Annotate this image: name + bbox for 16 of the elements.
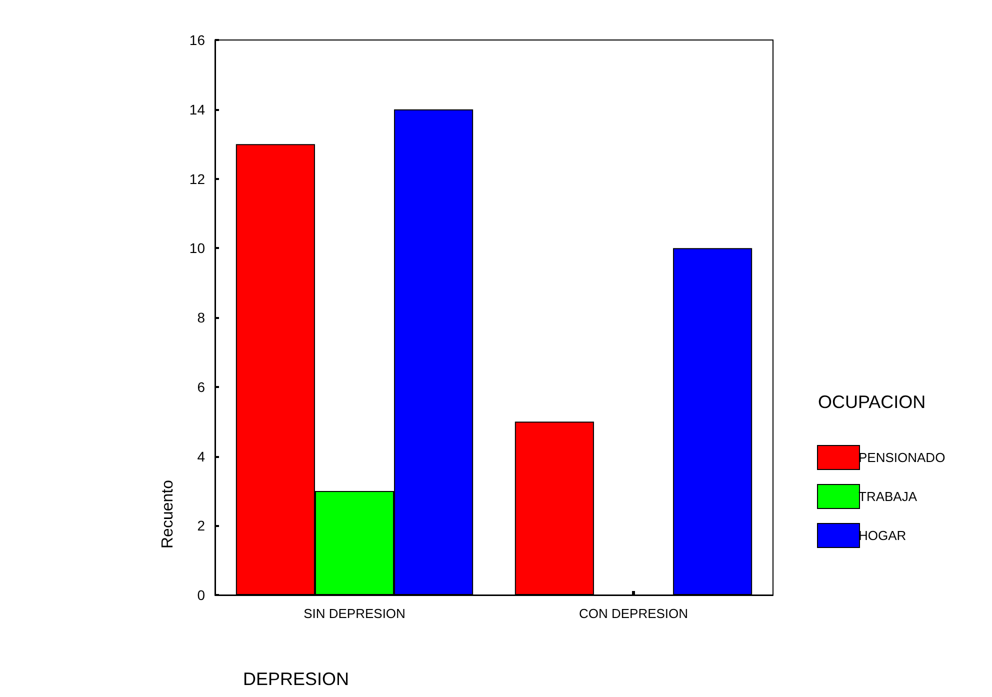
- y-tick-label: 0: [197, 587, 206, 603]
- y-axis-title: Recuento: [160, 480, 176, 548]
- y-tick-label: 2: [197, 518, 206, 534]
- y-tick-label: 16: [189, 32, 206, 48]
- legend-title: OCUPACION: [818, 392, 926, 412]
- x-tick-label: CON DEPRESION: [578, 606, 688, 621]
- x-tick-label: SIN DEPRESION: [304, 606, 406, 621]
- y-tick-label: 14: [189, 101, 206, 118]
- y-tick-label: 10: [189, 240, 206, 256]
- y-tick-label: 6: [197, 378, 206, 395]
- legend-label: HOGAR: [858, 528, 906, 543]
- y-tick-label: 12: [189, 170, 206, 187]
- legend-label: PENSIONADO: [858, 450, 946, 465]
- x-axis-title: DEPRESION: [243, 669, 350, 689]
- y-tick-label: 4: [197, 448, 206, 464]
- y-tick-label: 8: [197, 310, 206, 326]
